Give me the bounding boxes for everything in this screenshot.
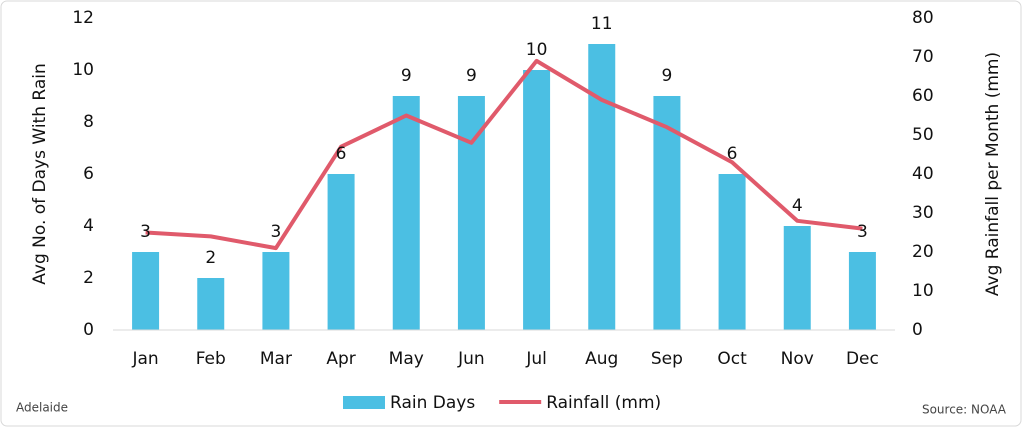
data-label: 6 (727, 144, 738, 164)
x-tick-label: Jul (525, 349, 547, 369)
data-label: 9 (662, 66, 673, 86)
data-label: 6 (336, 144, 347, 164)
y2-tick-label: 80 (912, 8, 934, 28)
y2-tick-label: 70 (912, 47, 934, 67)
y-tick-label: 2 (83, 268, 94, 288)
data-label: 10 (526, 40, 548, 60)
y2-tick-label: 0 (912, 320, 923, 340)
data-label: 4 (792, 196, 803, 216)
bar (653, 96, 681, 330)
x-tick-label: Nov (781, 349, 814, 369)
data-label: 9 (401, 66, 412, 86)
y-tick-label: 12 (72, 8, 94, 28)
legend-label: Rainfall (mm) (546, 393, 661, 413)
location-note: Adelaide (16, 401, 68, 415)
y-tick-label: 0 (83, 320, 94, 340)
y2-axis-title: Avg Rainfall per Month (mm) (983, 52, 1003, 296)
y2-tick-label: 40 (912, 164, 934, 184)
y-tick-label: 4 (83, 216, 94, 236)
bar (262, 252, 290, 330)
y-tick-label: 10 (72, 60, 94, 80)
x-tick-label: Sep (651, 349, 683, 369)
line (145, 58, 863, 251)
bar (588, 44, 616, 330)
data-label: 3 (140, 222, 151, 242)
source-note: Source: NOAA (922, 403, 1007, 417)
x-tick-label: Mar (260, 349, 292, 369)
x-tick-label: Feb (196, 349, 226, 369)
y-tick-label: 8 (83, 112, 94, 132)
y-tick-label: 6 (83, 164, 94, 184)
data-label: 3 (271, 222, 282, 242)
bar (327, 174, 355, 330)
y2-tick-label: 10 (912, 281, 934, 301)
bar (783, 226, 811, 330)
y2-tick-label: 20 (912, 242, 934, 262)
y2-tick-label: 50 (912, 125, 934, 145)
x-tick-label: Apr (326, 349, 355, 369)
data-label: 11 (591, 14, 613, 34)
x-tick-label: Jun (457, 349, 485, 369)
bar (392, 96, 420, 330)
data-label: 9 (466, 66, 477, 86)
bar (457, 96, 485, 330)
bar (848, 252, 876, 330)
y2-tick-label: 30 (912, 203, 934, 223)
bar (523, 70, 551, 330)
x-tick-label: Aug (585, 349, 618, 369)
legend-swatch (343, 396, 385, 409)
data-label: 3 (857, 222, 868, 242)
y-axis-title: Avg No. of Days With Rain (30, 63, 50, 285)
data-label: 2 (205, 248, 216, 268)
bar (132, 252, 160, 330)
x-tick-label: Oct (717, 349, 747, 369)
x-tick-label: May (389, 349, 424, 369)
x-tick-label: Dec (846, 349, 879, 369)
bar (718, 174, 746, 330)
legend-label: Rain Days (390, 393, 475, 413)
bar (197, 278, 225, 330)
x-tick-label: Jan (131, 349, 158, 369)
y2-tick-label: 60 (912, 86, 934, 106)
